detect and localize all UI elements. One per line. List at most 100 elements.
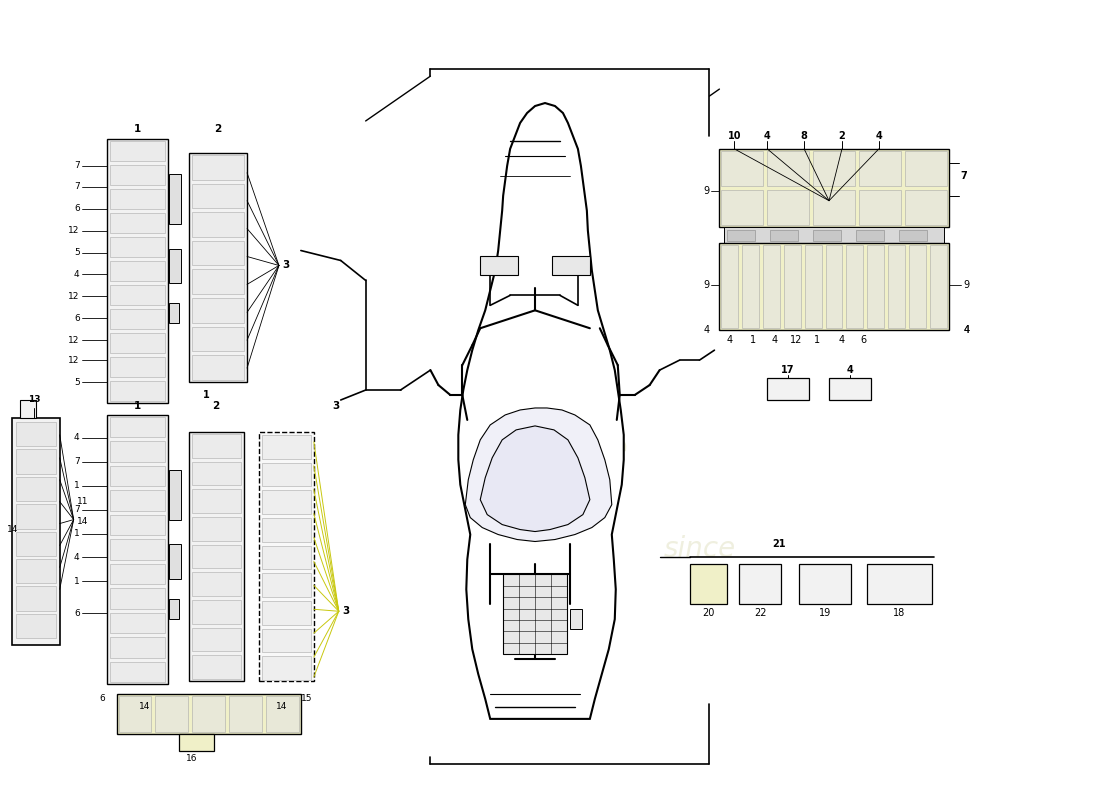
Polygon shape: [459, 103, 624, 719]
Bar: [110, 141, 165, 161]
Bar: [725, 226, 944, 245]
Text: 4: 4: [703, 326, 710, 335]
Text: 6: 6: [74, 204, 79, 213]
Text: 1: 1: [74, 482, 79, 490]
Bar: [192, 155, 244, 179]
Text: 3: 3: [332, 401, 340, 411]
Bar: [110, 613, 165, 633]
Bar: [15, 586, 56, 610]
Bar: [867, 245, 884, 328]
Bar: [15, 450, 56, 474]
Text: 22: 22: [754, 608, 767, 618]
Bar: [262, 490, 311, 514]
Bar: [110, 213, 165, 233]
Bar: [229, 696, 262, 732]
Text: 4: 4: [771, 335, 778, 346]
Bar: [110, 637, 165, 658]
Bar: [192, 241, 244, 266]
Text: 6: 6: [74, 609, 79, 618]
Bar: [856, 230, 883, 241]
Bar: [110, 261, 165, 281]
Text: 17: 17: [781, 365, 795, 375]
Text: 3: 3: [342, 606, 350, 616]
Bar: [813, 190, 855, 225]
Text: 1: 1: [202, 390, 210, 400]
Text: 1: 1: [74, 577, 79, 586]
Bar: [169, 599, 179, 619]
Bar: [481, 255, 518, 275]
Bar: [719, 149, 948, 226]
Text: 4: 4: [74, 553, 79, 562]
Text: 9: 9: [703, 280, 710, 290]
Text: 14: 14: [7, 525, 19, 534]
Bar: [784, 245, 801, 328]
Text: 12: 12: [790, 335, 802, 346]
Bar: [15, 614, 56, 638]
Bar: [169, 545, 182, 579]
Text: 4: 4: [726, 335, 733, 346]
Polygon shape: [481, 426, 590, 531]
Text: 14: 14: [276, 702, 287, 711]
Bar: [110, 189, 165, 209]
Bar: [192, 572, 241, 596]
Text: 2: 2: [212, 401, 220, 411]
Text: since: since: [521, 429, 629, 471]
Bar: [722, 151, 763, 186]
Bar: [192, 326, 244, 351]
Bar: [110, 466, 165, 486]
Bar: [262, 574, 311, 597]
Bar: [739, 565, 781, 604]
Bar: [192, 628, 241, 651]
Text: 5: 5: [74, 248, 79, 257]
Bar: [110, 442, 165, 462]
Bar: [829, 378, 871, 400]
Bar: [770, 230, 799, 241]
Bar: [169, 174, 182, 224]
Bar: [258, 432, 314, 681]
Bar: [742, 245, 759, 328]
Bar: [15, 531, 56, 556]
Bar: [905, 151, 947, 186]
Text: 7: 7: [960, 170, 967, 181]
Bar: [107, 139, 168, 403]
Bar: [110, 309, 165, 329]
Bar: [266, 696, 299, 732]
Bar: [169, 303, 179, 323]
Bar: [15, 504, 56, 529]
Text: 7: 7: [74, 182, 79, 191]
Bar: [192, 490, 241, 513]
Bar: [110, 514, 165, 535]
Bar: [767, 151, 810, 186]
Text: 16: 16: [186, 754, 198, 763]
Text: 7: 7: [74, 458, 79, 466]
Bar: [192, 355, 244, 380]
Bar: [110, 285, 165, 305]
Bar: [859, 151, 901, 186]
Bar: [169, 470, 182, 519]
Bar: [110, 539, 165, 560]
Bar: [110, 588, 165, 609]
Bar: [119, 696, 152, 732]
Bar: [846, 245, 864, 328]
Text: 4: 4: [847, 365, 854, 375]
Bar: [110, 381, 165, 401]
Polygon shape: [465, 408, 612, 542]
Bar: [763, 245, 780, 328]
Text: 6: 6: [861, 335, 867, 346]
Bar: [20, 400, 36, 418]
Bar: [767, 378, 810, 400]
Bar: [570, 610, 582, 630]
Text: 1: 1: [74, 529, 79, 538]
Bar: [117, 694, 301, 734]
Bar: [727, 230, 756, 241]
Text: 7: 7: [74, 505, 79, 514]
Text: 6: 6: [100, 694, 106, 703]
Bar: [192, 270, 244, 294]
Bar: [799, 565, 851, 604]
Bar: [192, 212, 244, 237]
Bar: [192, 434, 241, 458]
Bar: [189, 432, 244, 681]
Bar: [110, 490, 165, 510]
Bar: [192, 655, 241, 679]
Text: 4: 4: [74, 270, 79, 279]
